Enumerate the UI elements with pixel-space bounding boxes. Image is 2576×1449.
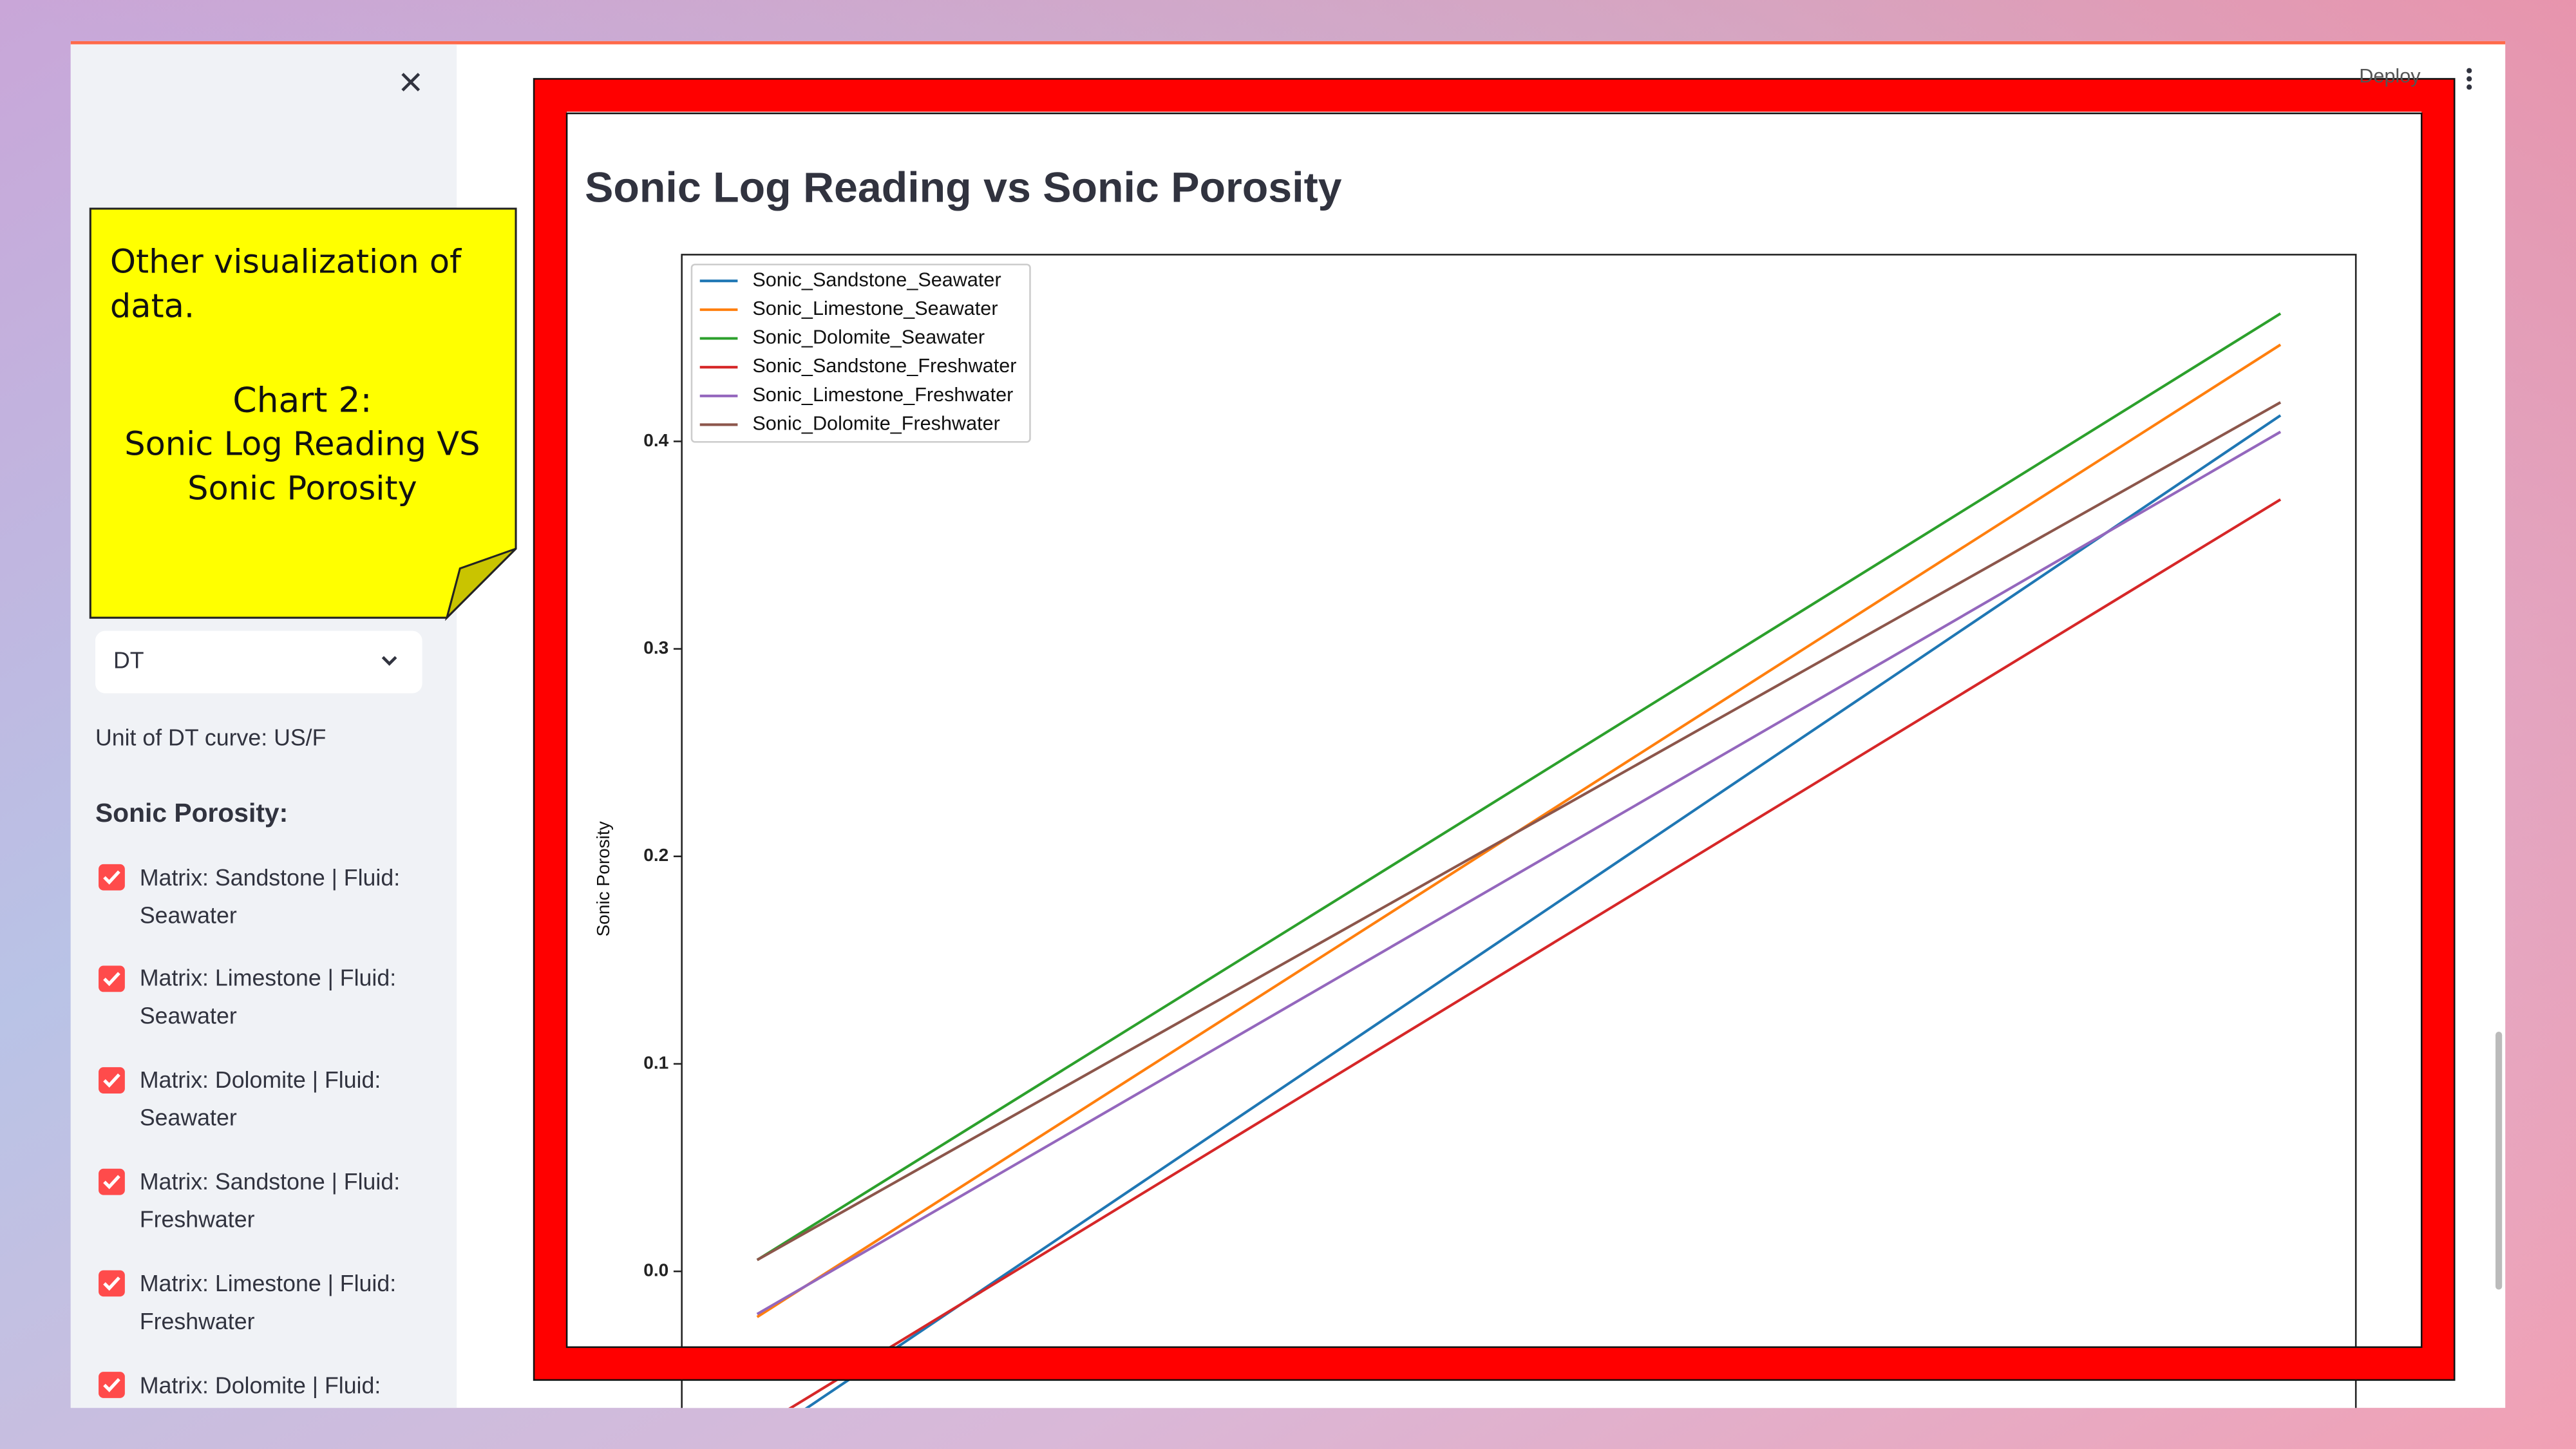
checkbox-tick — [103, 1175, 120, 1189]
y-tick-label: 0.4 — [643, 430, 668, 450]
series-line — [788, 498, 2282, 1408]
checkbox-label[interactable]: Matrix: Sandstone | Fluid: Seawater — [139, 863, 401, 928]
series-line — [756, 430, 2282, 1316]
series-line — [756, 401, 2282, 1262]
top-bar — [70, 41, 2506, 44]
scrollbar — [2496, 1032, 2503, 1290]
legend-entries: Sonic_Sandstone_Seawater Sonic_Limestone_… — [699, 269, 1016, 435]
sticky-note — [89, 207, 517, 621]
checkbox-label-box: Matrix: Limestone | Fluid: Seawater — [139, 965, 397, 1029]
checkbox-label-box: Matrix: Dolomite | Fluid: Seawater — [139, 1066, 381, 1131]
checkbox-list: Matrix: Sandstone | Fluid: Seawater Matri… — [99, 863, 401, 1398]
highlight-frame — [534, 79, 2455, 1380]
unit-text: Unit of DT curve: US/F — [95, 724, 326, 750]
note-subtitle-box: Sonic Log Reading VS Sonic Porosity — [124, 424, 480, 508]
curve-select[interactable] — [95, 630, 422, 694]
checkbox-tick — [103, 1276, 120, 1291]
note-intro: Other visualization of data. — [109, 242, 462, 326]
legend-label: Sonic_Sandstone_Freshwater — [752, 355, 1016, 377]
y-tick-label: 0.3 — [643, 638, 668, 658]
highlight-frame-outline — [533, 78, 2456, 1381]
note-subtitle: Sonic Log Reading VS Sonic Porosity — [124, 424, 480, 508]
series-line — [756, 312, 2282, 1262]
y-tick-label: 0.1 — [643, 1052, 668, 1072]
checkbox-label[interactable]: Matrix: Dolomite | Fluid: Freshwater — [139, 1370, 381, 1397]
legend-label: Sonic_Dolomite_Seawater — [752, 327, 985, 348]
y-axis-label: Sonic Porosity — [593, 821, 613, 936]
legend-label: Sonic_Dolomite_Freshwater — [752, 413, 1000, 435]
select-chevron — [381, 656, 397, 666]
porosity-header: Sonic Porosity: — [95, 798, 288, 828]
legend-label: Sonic_Limestone_Seawater — [752, 298, 998, 319]
checkbox-label-box: Matrix: Limestone | Fluid: Freshwater — [139, 1269, 397, 1334]
checkbox-label[interactable]: Matrix: Dolomite | Fluid: Seawater — [139, 1066, 381, 1131]
close-button[interactable] — [401, 73, 421, 91]
legend — [690, 263, 1031, 443]
deploy-button[interactable]: Deploy — [2359, 65, 2421, 87]
chart-title: Sonic Log Reading vs Sonic Porosity — [585, 164, 1342, 211]
plot-lines — [756, 312, 2282, 1408]
note-intro-box: Other visualization of data. — [109, 242, 462, 326]
checkbox-label-box: Matrix: Dolomite | Fluid: Freshwater — [139, 1370, 381, 1397]
app-window: Other visualization of data. Chart 2: So… — [70, 41, 2506, 1408]
legend-label: Sonic_Limestone_Freshwater — [752, 384, 1013, 406]
highlight-frame-inner — [565, 112, 2423, 1349]
note-heading: Chart 2: — [232, 380, 372, 421]
checkbox-label[interactable]: Matrix: Limestone | Fluid: Freshwater — [139, 1269, 397, 1334]
checkbox-label[interactable]: Matrix: Limestone | Fluid: Seawater — [139, 965, 397, 1029]
checkbox-tick — [103, 870, 120, 885]
curve-select-value: DT — [113, 647, 144, 673]
series-line — [804, 414, 2282, 1408]
legend-label: Sonic_Sandstone_Seawater — [752, 269, 1001, 290]
checkbox-label-box: Matrix: Sandstone | Fluid: Freshwater — [139, 1168, 401, 1232]
checkbox-label-box: Matrix: Sandstone | Fluid: Seawater — [139, 863, 401, 928]
checkbox-tick — [103, 1073, 120, 1088]
checkbox-tick — [103, 972, 120, 987]
checkbox-label[interactable]: Matrix: Sandstone | Fluid: Freshwater — [139, 1168, 401, 1232]
y-tick-label: 0.0 — [643, 1260, 668, 1280]
y-tick-label: 0.2 — [643, 845, 668, 865]
checkbox-tick — [103, 1378, 120, 1392]
chart: Sonic Porosity Sonic_Sandstone_SeawaterS… — [593, 254, 2357, 1408]
main-menu[interactable] — [2467, 68, 2472, 90]
